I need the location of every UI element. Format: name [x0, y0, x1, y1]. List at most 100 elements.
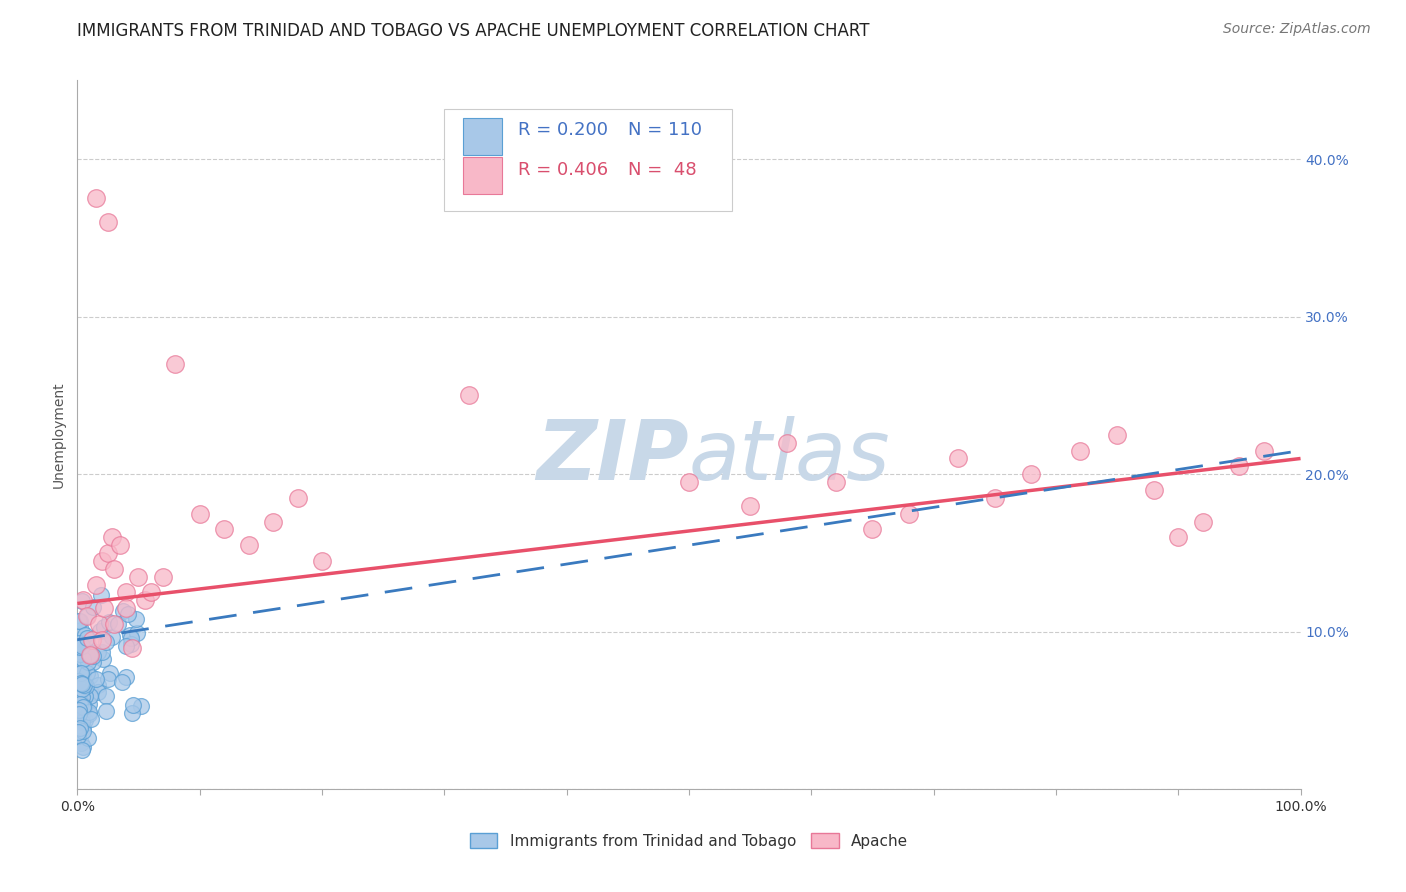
Point: [67, 674, 90, 689]
Point: [72, 593, 94, 607]
Point: [139, 585, 162, 599]
Point: [946, 451, 969, 466]
Point: [111, 604, 134, 618]
Point: [94, 689, 117, 703]
Point: [82, 656, 104, 670]
Point: [69, 721, 91, 735]
Point: [90, 554, 112, 568]
Point: [165, 357, 187, 371]
Point: [66, 729, 89, 743]
Point: [72, 739, 94, 754]
FancyBboxPatch shape: [463, 157, 502, 194]
Point: [90, 632, 112, 647]
Text: N =  48: N = 48: [627, 161, 696, 179]
Point: [70, 719, 93, 733]
Point: [73, 684, 96, 698]
Point: [66, 728, 89, 742]
Point: [86, 645, 108, 659]
Point: [69, 640, 91, 654]
Point: [69, 647, 91, 661]
Point: [212, 522, 235, 536]
Point: [118, 628, 141, 642]
Point: [90, 588, 112, 602]
Point: [79, 648, 101, 663]
Point: [89, 617, 111, 632]
Point: [1021, 467, 1043, 482]
Point: [127, 570, 149, 584]
Point: [1191, 515, 1213, 529]
Point: [76, 666, 98, 681]
FancyBboxPatch shape: [444, 109, 731, 211]
Point: [678, 475, 700, 489]
Point: [70, 640, 93, 654]
Point: [72, 723, 94, 738]
Point: [82, 600, 104, 615]
Point: [262, 515, 284, 529]
Text: ZIP: ZIP: [536, 416, 689, 497]
Point: [108, 538, 131, 552]
Point: [531, 184, 554, 198]
Point: [75, 713, 97, 727]
Point: [67, 684, 90, 698]
Point: [69, 640, 91, 655]
Point: [69, 686, 91, 700]
Point: [152, 570, 174, 584]
Text: atlas: atlas: [689, 416, 890, 497]
FancyBboxPatch shape: [463, 118, 502, 154]
Point: [125, 626, 148, 640]
Point: [70, 743, 93, 757]
Point: [72, 699, 94, 714]
Point: [94, 704, 117, 718]
Point: [70, 666, 93, 681]
Point: [103, 617, 125, 632]
Point: [93, 620, 115, 634]
Point: [1167, 530, 1189, 544]
Point: [111, 674, 134, 689]
Point: [67, 706, 90, 721]
Point: [101, 630, 124, 644]
Point: [69, 673, 91, 687]
Point: [67, 703, 90, 717]
Point: [72, 722, 94, 736]
Point: [76, 609, 98, 624]
Point: [72, 639, 94, 653]
Point: [66, 724, 89, 739]
Point: [824, 475, 846, 489]
Point: [84, 577, 107, 591]
Point: [66, 655, 89, 669]
Y-axis label: Unemployment: Unemployment: [52, 382, 66, 488]
Point: [73, 678, 96, 692]
Point: [70, 715, 93, 730]
Point: [70, 736, 93, 750]
Point: [114, 670, 136, 684]
Point: [287, 491, 309, 505]
Point: [1143, 483, 1166, 497]
Point: [79, 669, 101, 683]
Point: [70, 697, 93, 711]
Point: [76, 644, 98, 658]
Point: [73, 686, 96, 700]
Point: [80, 713, 103, 727]
Point: [79, 689, 101, 703]
Text: R = 0.406: R = 0.406: [517, 161, 607, 179]
Point: [75, 679, 97, 693]
Point: [121, 706, 143, 721]
Point: [740, 499, 762, 513]
Point: [66, 698, 89, 713]
Point: [66, 662, 89, 676]
Point: [115, 601, 138, 615]
Point: [125, 612, 148, 626]
Point: [73, 689, 96, 703]
Point: [67, 614, 90, 628]
Point: [73, 687, 96, 701]
Point: [77, 705, 100, 719]
Point: [1107, 427, 1129, 442]
Point: [107, 616, 129, 631]
Point: [1069, 443, 1091, 458]
Point: [69, 698, 91, 712]
Text: N = 110: N = 110: [627, 121, 702, 139]
Point: [67, 676, 90, 690]
Point: [82, 648, 104, 663]
Point: [84, 191, 107, 205]
Point: [93, 601, 115, 615]
